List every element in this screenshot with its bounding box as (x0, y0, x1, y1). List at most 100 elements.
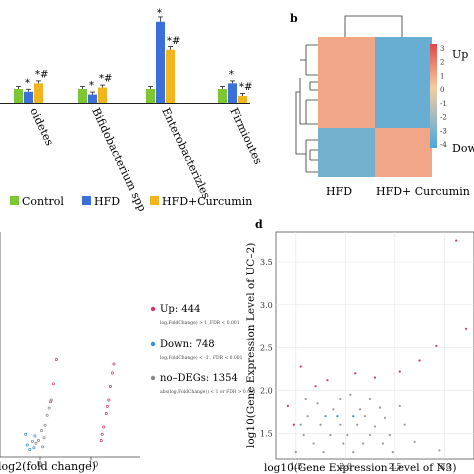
scatter-point (362, 442, 365, 445)
scatter-y-tick-label: 3.0 (260, 301, 273, 310)
significance-mark: *# (167, 36, 180, 47)
volcano-legend-marker (150, 306, 156, 312)
volcano-point (102, 425, 106, 429)
scatter-point (354, 372, 357, 375)
heatmap-block (318, 128, 375, 177)
scatter-point (292, 423, 295, 426)
scatter-y-tick-label: 1.5 (260, 429, 273, 438)
scatter-point (332, 408, 335, 411)
volcano-legend-criterion: log,FoldChange) < -1 , FDR < 0.001 (160, 354, 243, 361)
scatter-point (339, 423, 342, 426)
scatter-point (373, 376, 377, 379)
panel-label-d: d (255, 218, 263, 231)
volcano-legend-criterion: log,FoldChange) > 1 ,FDR < 0.001 (160, 319, 240, 326)
volcano-panel: 0 10 log2(fold change) Up: 444 log,FoldCha… (0, 232, 256, 473)
scatter-point (359, 408, 362, 411)
color-scale-tick: 3 (440, 45, 444, 53)
legend-label: Control (22, 195, 64, 208)
significance-mark: * (229, 69, 234, 80)
bar (24, 91, 33, 103)
scatter-point (349, 393, 352, 396)
color-scale-tick: -3 (440, 127, 447, 135)
legend-label: HFD (94, 195, 120, 208)
scatter-point (322, 451, 325, 454)
volcano-point (37, 439, 40, 442)
scatter-x-label: log10(Gene Expression Level of N3) (264, 462, 456, 474)
volcano-legend-criterion: abs(log,FoldChange)) < 1 or FDR > 0.001 (160, 388, 256, 395)
bar (14, 89, 23, 103)
scatter-point (302, 433, 305, 437)
color-scale-tick: -4 (440, 141, 447, 149)
color-scale-bar (430, 44, 437, 148)
heatmap-column-label: HFD (326, 185, 352, 198)
scatter-point (368, 397, 372, 401)
scatter-point (319, 423, 322, 426)
legend-swatch (10, 196, 19, 205)
significance-mark: * (157, 8, 162, 19)
volcano-point (30, 439, 34, 443)
scatter-point (455, 239, 458, 242)
scatter-point (316, 402, 319, 405)
color-scale-up-label: Up (452, 48, 468, 61)
scatter-point (381, 442, 385, 445)
scatter-y-label: log10(Gene Expression Level of UC–2) (245, 243, 257, 448)
scatter-point (286, 404, 289, 407)
scatter-point (314, 385, 317, 388)
volcano-point (110, 371, 114, 375)
volcano-point (33, 434, 37, 438)
volcano-x-tick-label: 0 (37, 460, 42, 469)
legend-label: HFD+Curcumin (162, 195, 252, 208)
bar-chart-legend: Control HFD HFD+Curcumin (10, 195, 252, 208)
volcano-point (40, 429, 43, 433)
volcano-legend-label: Up: 444 (160, 304, 200, 315)
scatter-x-tick-label: 2.5 (389, 462, 402, 471)
volcano-point (49, 400, 53, 404)
scatter-point (398, 370, 401, 373)
bar (78, 89, 87, 103)
scatter-point (306, 415, 309, 418)
scatter-point (356, 423, 359, 426)
scatter-point (326, 379, 329, 382)
scatter-x-tick-label: 1.5 (290, 462, 303, 471)
significance-mark: * (89, 81, 94, 92)
volcano-legend-label: no–DEGs: 1354 (160, 373, 238, 384)
scatter-point (464, 327, 468, 330)
volcano-point (34, 441, 38, 445)
scatter-y-tick-label: 2.5 (260, 344, 273, 353)
column-dendrogram (344, 15, 403, 37)
scatter-point (413, 440, 416, 443)
heatmap-block (318, 37, 375, 128)
volcano-legend-marker (150, 375, 156, 381)
volcano-point (100, 432, 104, 436)
bar (228, 83, 237, 103)
scatter-x-tick-label: 3.0 (438, 462, 451, 471)
bar (88, 94, 97, 103)
volcano-point (107, 398, 111, 402)
volcano-legend-label: Down: 748 (160, 339, 215, 350)
significance-mark: *# (99, 74, 112, 85)
volcano-point (43, 423, 47, 427)
color-scale-tick: 1 (440, 72, 444, 80)
category-tick-label: Firmioutes (227, 106, 265, 167)
expression-scatter-panel: d 1.5 2.0 2.5 3.0 1.5 2.0 2.5 3.0 3.5 log10(Gene… (245, 218, 474, 474)
volcano-x-tick-label: 10 (88, 460, 98, 469)
bar (166, 49, 175, 103)
volcano-point (105, 404, 109, 408)
heatmap-panel: b 3 2 1 0 -1 -2 -3 -4 Up Down HFD HFD+ Curcumin (290, 12, 474, 198)
scatter-point (352, 451, 355, 454)
volcano-point (45, 413, 49, 417)
scatter-point (398, 404, 401, 407)
scatter-point (352, 415, 355, 418)
legend-swatch (82, 196, 91, 205)
scatter-point (304, 397, 307, 401)
scatter-y-tick-label: 2.0 (260, 386, 273, 395)
heatmap-block (375, 37, 432, 128)
scatter-point (294, 451, 297, 454)
volcano-point (32, 446, 36, 450)
volcano-legend-marker (150, 341, 156, 347)
scatter-point (336, 415, 339, 418)
significance-mark: *# (239, 82, 252, 93)
significance-mark: *# (35, 69, 48, 80)
volcano-point (54, 358, 58, 361)
